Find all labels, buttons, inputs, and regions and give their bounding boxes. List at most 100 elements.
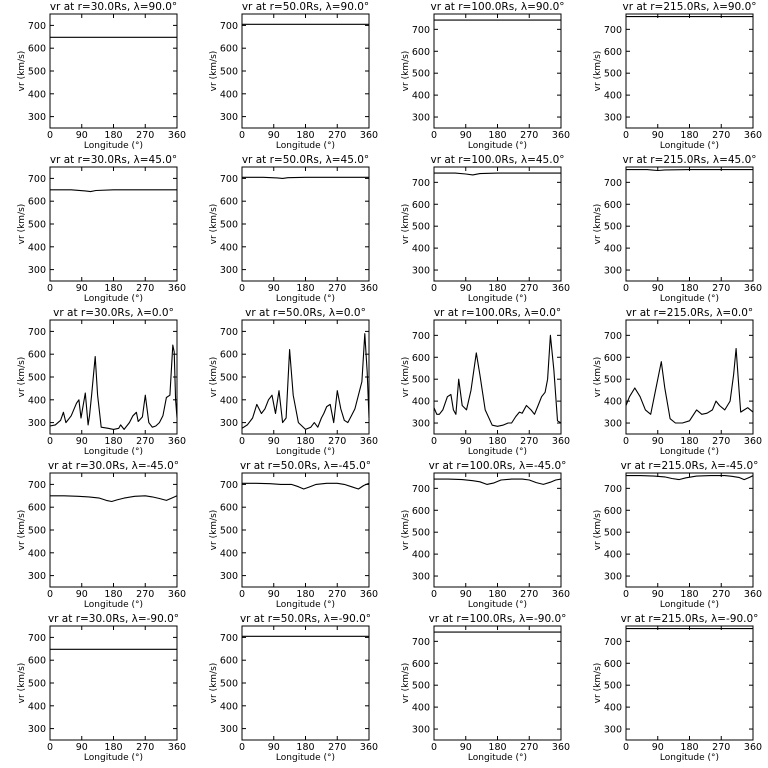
x-tick-label: 0 — [623, 436, 629, 447]
x-tick-label: 180 — [680, 742, 698, 753]
x-axis-label: Longitude (°) — [468, 447, 527, 457]
x-tick-label: 270 — [328, 436, 346, 447]
chart-panel: vr at r=30.0Rs, λ=-90.0° 0 90 180 270 360 300 4… — [0, 612, 192, 765]
x-tick-label: 180 — [104, 283, 122, 294]
x-tick-label: 0 — [623, 283, 629, 294]
x-tick-label: 360 — [168, 589, 186, 600]
x-tick-label: 180 — [488, 589, 506, 600]
x-axis-label: Longitude (°) — [468, 753, 527, 763]
x-tick-label: 0 — [431, 436, 437, 447]
y-tick-label: 300 — [412, 113, 430, 124]
x-tick-label: 0 — [431, 283, 437, 294]
chart-svg: vr at r=100.0Rs, λ=90.0° 0 90 180 270 360 300 4… — [401, 1, 570, 151]
y-axis-label: vr (km/s) — [593, 51, 603, 92]
chart-svg: vr at r=50.0Rs, λ=0.0° 0 90 180 270 360 300 400… — [209, 307, 378, 457]
chart-svg: vr at r=100.0Rs, λ=-90.0° 0 90 180 270 360 300… — [401, 613, 570, 763]
y-axis-label: vr (km/s) — [593, 510, 603, 551]
y-tick-label: 600 — [604, 506, 622, 517]
y-tick-label: 600 — [412, 200, 430, 211]
y-tick-label: 400 — [604, 703, 622, 714]
x-tick-label: 90 — [652, 589, 664, 600]
y-tick-label: 400 — [28, 701, 46, 712]
y-tick-label: 500 — [412, 69, 430, 80]
plot-frame — [625, 166, 754, 282]
x-tick-label: 90 — [76, 130, 88, 141]
x-tick-label: 180 — [488, 742, 506, 753]
series-line — [50, 495, 178, 503]
plot-frame — [49, 166, 178, 282]
chart-panel: vr at r=30.0Rs, λ=0.0° 0 90 180 270 360 300 400… — [0, 306, 192, 459]
y-tick-label: 500 — [28, 220, 46, 231]
plot-frame — [433, 319, 562, 435]
y-tick-label: 600 — [220, 197, 238, 208]
x-tick-label: 360 — [744, 283, 762, 294]
x-tick-label: 180 — [296, 283, 314, 294]
chart-title: vr at r=30.0Rs, λ=-45.0° — [48, 460, 179, 472]
y-tick-label: 500 — [604, 375, 622, 386]
y-tick-label: 600 — [220, 503, 238, 514]
x-axis-label: Longitude (°) — [276, 600, 335, 610]
x-tick-label: 360 — [744, 742, 762, 753]
series-line — [626, 169, 753, 172]
y-tick-label: 500 — [604, 681, 622, 692]
x-tick-label: 270 — [328, 589, 346, 600]
y-tick-label: 600 — [220, 44, 238, 55]
x-tick-label: 360 — [360, 742, 378, 753]
y-tick-label: 700 — [220, 633, 238, 644]
x-tick-label: 90 — [652, 130, 664, 141]
y-axis-label: vr (km/s) — [401, 51, 411, 92]
y-tick-label: 600 — [28, 503, 46, 514]
y-tick-label: 700 — [604, 484, 622, 495]
y-tick-label: 500 — [412, 222, 430, 233]
chart-svg: vr at r=100.0Rs, λ=45.0° 0 90 180 270 360 300 4… — [401, 154, 570, 304]
x-tick-label: 0 — [239, 742, 245, 753]
chart-panel: vr at r=30.0Rs, λ=45.0° 0 90 180 270 360 300 40… — [0, 153, 192, 306]
plot-frame — [433, 13, 562, 129]
y-tick-label: 400 — [220, 395, 238, 406]
y-tick-label: 400 — [28, 242, 46, 253]
y-tick-label: 400 — [604, 550, 622, 561]
x-tick-label: 180 — [680, 436, 698, 447]
x-tick-label: 270 — [712, 283, 730, 294]
chart-svg: vr at r=30.0Rs, λ=90.0° 0 90 180 270 360 300 40… — [17, 1, 186, 151]
y-tick-label: 500 — [604, 222, 622, 233]
x-tick-label: 180 — [488, 436, 506, 447]
y-tick-label: 400 — [604, 397, 622, 408]
x-tick-label: 0 — [47, 436, 53, 447]
x-tick-label: 180 — [488, 130, 506, 141]
chart-title: vr at r=215.0Rs, λ=0.0° — [626, 307, 753, 319]
plot-frame — [241, 472, 370, 588]
x-tick-label: 180 — [296, 742, 314, 753]
y-axis-label: vr (km/s) — [17, 204, 27, 245]
x-tick-label: 360 — [744, 589, 762, 600]
x-tick-label: 90 — [460, 589, 472, 600]
y-tick-label: 700 — [220, 327, 238, 338]
y-tick-label: 500 — [604, 528, 622, 539]
y-tick-label: 700 — [604, 637, 622, 648]
y-tick-label: 500 — [412, 375, 430, 386]
y-tick-label: 400 — [220, 89, 238, 100]
y-tick-label: 300 — [412, 419, 430, 430]
x-tick-label: 0 — [47, 742, 53, 753]
chart-title: vr at r=50.0Rs, λ=90.0° — [242, 1, 369, 13]
y-tick-label: 300 — [604, 419, 622, 430]
plot-frame — [433, 166, 562, 282]
y-tick-label: 500 — [28, 67, 46, 78]
plot-frame — [241, 166, 370, 282]
y-axis-label: vr (km/s) — [209, 51, 219, 92]
x-tick-label: 270 — [712, 436, 730, 447]
y-tick-label: 600 — [604, 47, 622, 58]
y-tick-label: 600 — [220, 350, 238, 361]
x-tick-label: 0 — [431, 589, 437, 600]
chart-svg: vr at r=215.0Rs, λ=45.0° 0 90 180 270 360 300 4… — [593, 154, 762, 304]
x-tick-label: 360 — [360, 436, 378, 447]
chart-title: vr at r=100.0Rs, λ=45.0° — [430, 154, 564, 166]
chart-svg: vr at r=215.0Rs, λ=-45.0° 0 90 180 270 360 300… — [593, 460, 762, 610]
chart-title: vr at r=30.0Rs, λ=-90.0° — [48, 613, 179, 625]
y-axis-label: vr (km/s) — [401, 663, 411, 704]
x-axis-label: Longitude (°) — [660, 141, 719, 151]
chart-title: vr at r=30.0Rs, λ=90.0° — [50, 1, 177, 13]
chart-title: vr at r=215.0Rs, λ=90.0° — [622, 1, 756, 13]
x-tick-label: 90 — [460, 436, 472, 447]
y-tick-label: 700 — [412, 637, 430, 648]
